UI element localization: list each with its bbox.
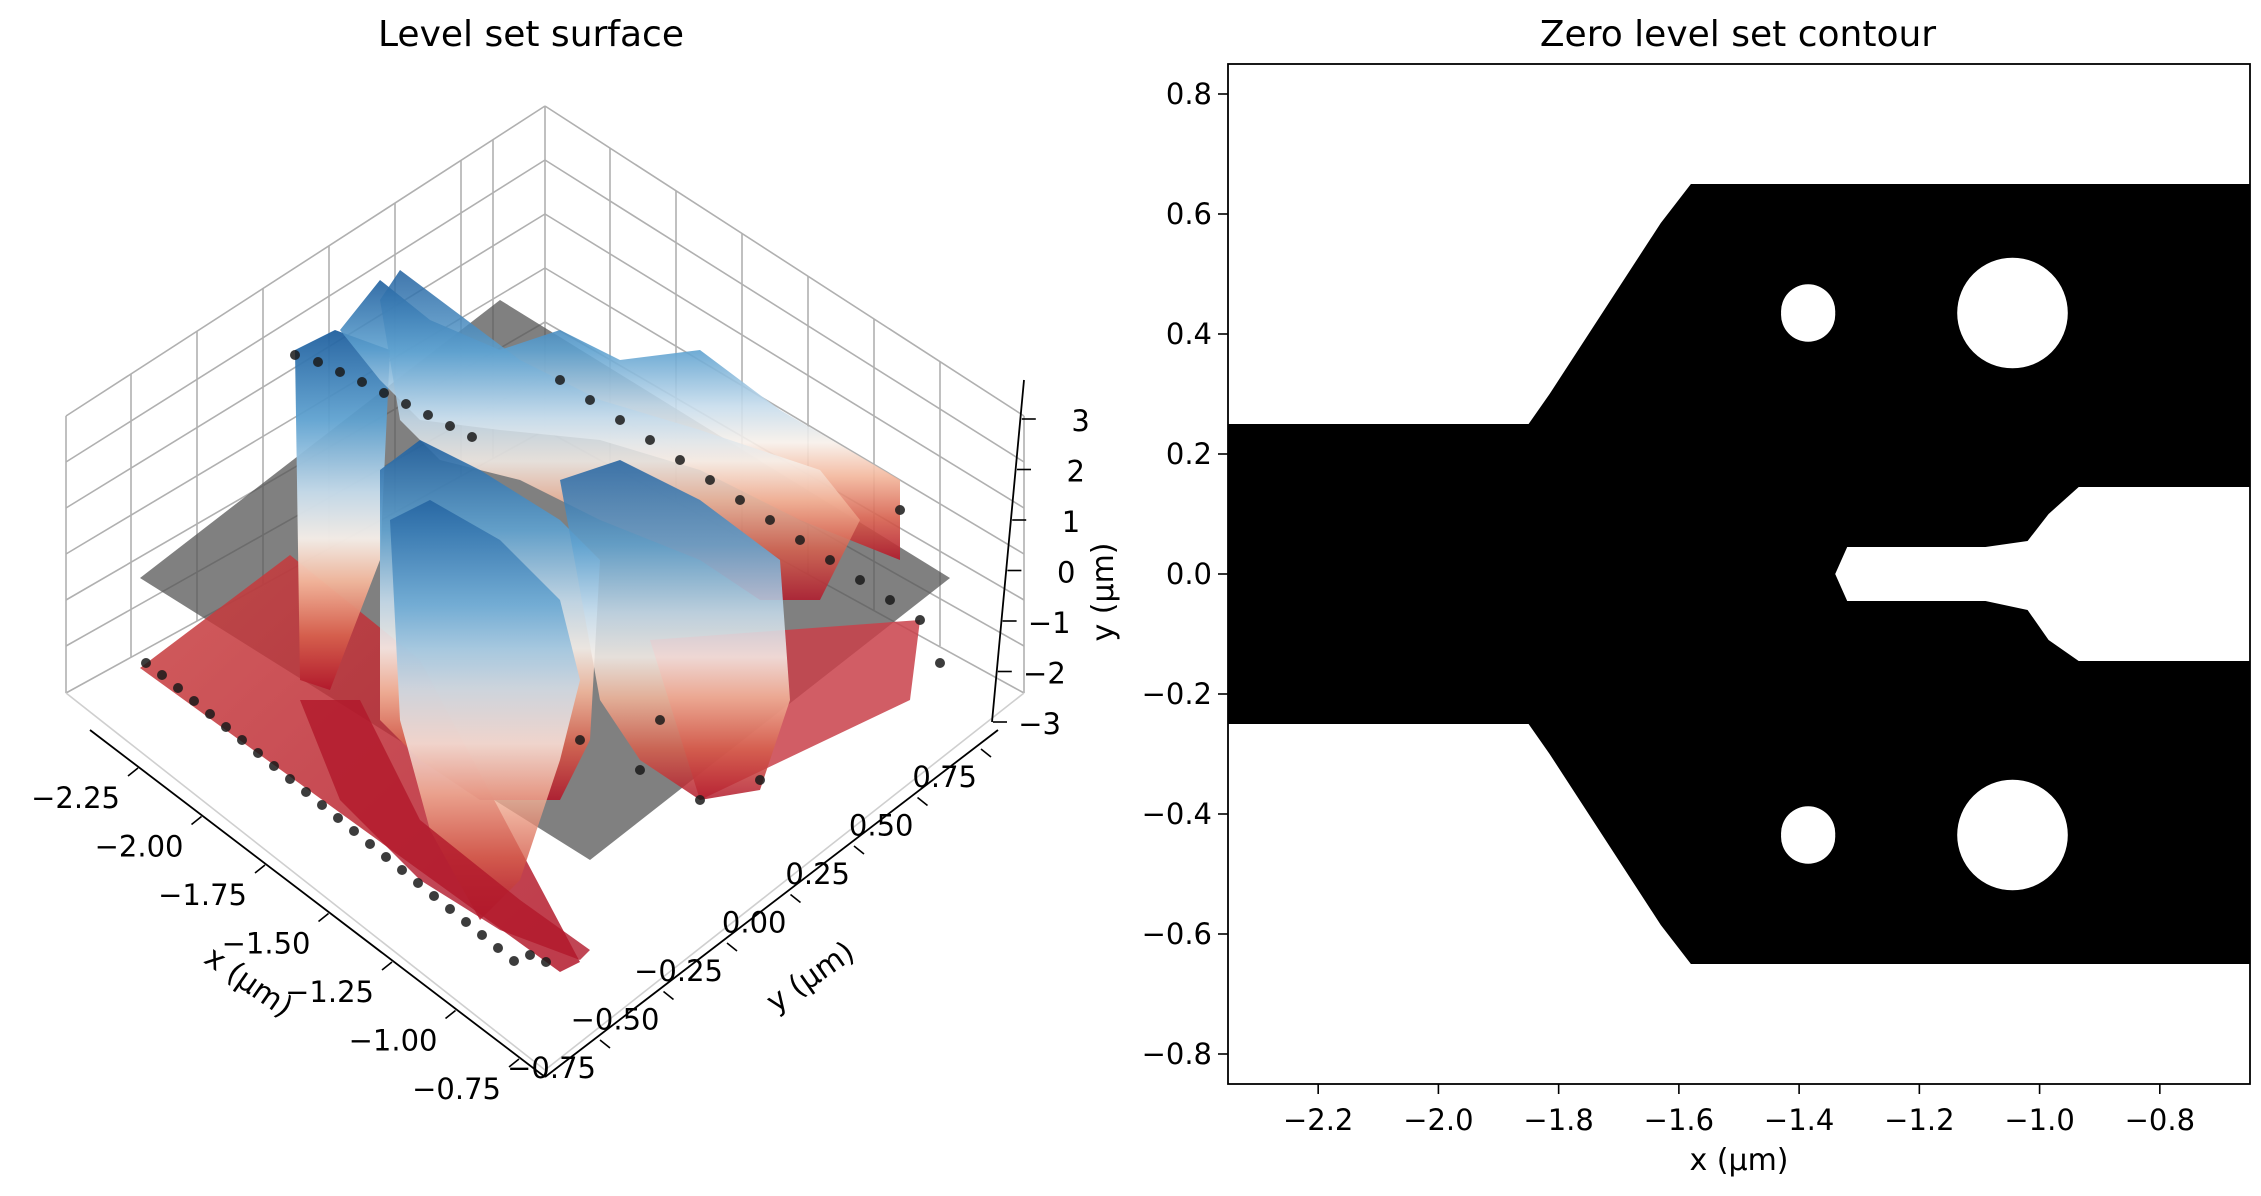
y-tick-mark (790, 893, 801, 904)
y-tick-label: −0.25 (634, 954, 723, 988)
y-tick-mark (726, 942, 738, 952)
y-tick-mark (917, 796, 928, 807)
contour-title: Zero level set contour (1540, 14, 1936, 55)
z-tick-label: −2 (1023, 657, 1066, 691)
contour-y-tick-label: 0.2 (1166, 437, 1212, 471)
contour-x-tick-label: −1.0 (2004, 1103, 2074, 1137)
contour-x-tick-label: −2.2 (1283, 1103, 1353, 1137)
x-tick-mark (127, 767, 139, 777)
y-tick-mark (853, 845, 865, 855)
z-tick-label: −3 (1018, 707, 1061, 741)
x-tick-mark (318, 912, 329, 923)
x-tick-mark (191, 815, 202, 826)
y-tick-label: 0.00 (722, 906, 787, 940)
x-tick-label: −1.25 (285, 975, 374, 1009)
y-axis-label-floor: y (μm) (760, 934, 861, 1019)
x-tick-mark (508, 1058, 520, 1068)
y-tick-label: 0.75 (912, 760, 977, 794)
contour-x-tick-label: −1.2 (1884, 1103, 1954, 1137)
y-axis-line (544, 729, 999, 1078)
contour-y-tick-label: −0.4 (1142, 797, 1212, 831)
contour-y-ticks: −0.8 −0.6 −0.4 −0.2 0.0 0.2 0.4 0.6 0.8 (1142, 77, 1228, 1071)
z-axis-line (991, 379, 1025, 723)
y-tick-mark (663, 990, 674, 1001)
x-tick-mark (254, 864, 266, 874)
z-tick-label: 1 (1062, 505, 1080, 539)
x-tick-mark (381, 961, 393, 971)
contour-y-tick-label: −0.2 (1142, 677, 1212, 711)
contour-x-label: x (μm) (1689, 1143, 1788, 1178)
y-tick-mark (980, 748, 992, 758)
surface-panel: Level set surface (31, 14, 1121, 1106)
x-tick-label: −2.00 (95, 830, 184, 864)
z-tick-label: 3 (1071, 404, 1089, 438)
x-tick-mark (445, 1009, 456, 1020)
sample-points (141, 350, 945, 967)
x-tick-label: −1.75 (158, 878, 247, 912)
contour-y-tick-label: 0.8 (1166, 77, 1212, 111)
z-tick-label: 0 (1057, 556, 1075, 590)
y-axis-ticks: −0.75 −0.50 −0.25 0.00 0.25 0.50 0.75 (507, 748, 992, 1085)
y-tick-label: −0.50 (571, 1003, 660, 1037)
contour-x-tick-label: −1.6 (1644, 1103, 1714, 1137)
x-tick-label: −1.50 (222, 927, 311, 961)
y-tick-label: 0.50 (849, 809, 914, 843)
contour-x-tick-label: −1.4 (1764, 1103, 1834, 1137)
level-set-surface (140, 270, 920, 972)
x-tick-label: −2.25 (31, 781, 120, 815)
y-tick-mark (599, 1039, 611, 1049)
z-tick-label: 2 (1067, 455, 1085, 489)
z-tick-label: −1 (1028, 606, 1071, 640)
contour-fill (1228, 184, 2250, 964)
contour-panel: Zero level set contour −2.2 −2.0 −1.8 −1.6−… (1142, 14, 2251, 1178)
contour-y-tick-label: 0.6 (1166, 197, 1212, 231)
x-tick-label: −1.00 (349, 1024, 438, 1058)
x-axis-ticks: −2.25 −2.00 −1.75 −1.50 −1.25 −1.00 −0.75 (31, 767, 520, 1106)
contour-x-tick-label: −1.8 (1523, 1103, 1593, 1137)
contour-y-tick-label: 0.4 (1166, 317, 1212, 351)
contour-y-tick-label: −0.6 (1142, 917, 1212, 951)
contour-y-tick-label: 0.0 (1166, 557, 1212, 591)
contour-x-ticks: −2.2 −2.0 −1.8 −1.6 −1.4 −1.2 −1.0 −0.8 (1283, 1084, 2195, 1137)
z-axis-label: y (μm) (1086, 542, 1121, 641)
z-axis-ticks: −3 −2 −1 0 1 2 3 (993, 404, 1090, 741)
y-tick-label: 0.25 (785, 857, 850, 891)
contour-y-tick-label: −0.8 (1142, 1037, 1212, 1071)
surface-title: Level set surface (378, 14, 684, 55)
contour-x-tick-label: −0.8 (2125, 1103, 2195, 1137)
x-tick-label: −0.75 (412, 1072, 501, 1106)
y-tick-label: −0.75 (507, 1051, 596, 1085)
contour-x-tick-label: −2.0 (1403, 1103, 1473, 1137)
x-axis-line (89, 729, 546, 1078)
